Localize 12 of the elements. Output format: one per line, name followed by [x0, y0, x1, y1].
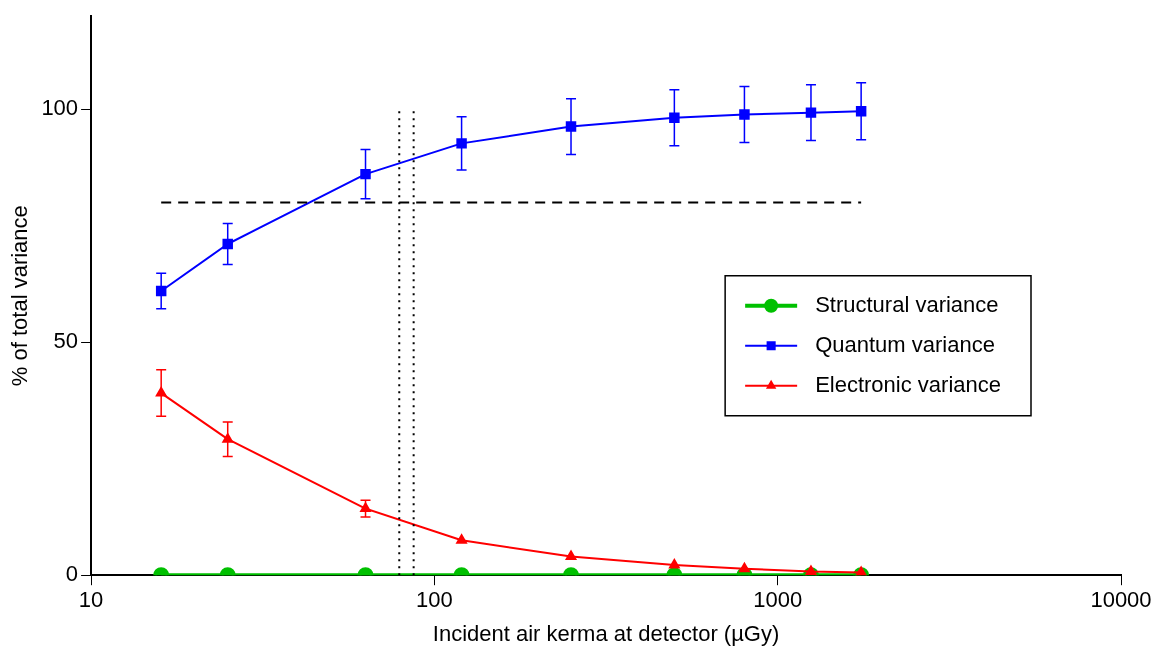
x-tick-label: 10	[78, 587, 104, 613]
x-axis-title: Incident air kerma at detector (µGy)	[432, 620, 780, 646]
y-tick-label: 50	[53, 328, 79, 354]
x-tick-label: 100	[416, 587, 453, 613]
legend-label: Quantum variance	[815, 331, 995, 357]
x-tick-label: 1000	[753, 587, 803, 613]
legend-label: Electronic variance	[815, 371, 1002, 397]
x-tick-label: 10000	[1090, 587, 1152, 613]
y-axis-title: % of total variance	[7, 205, 33, 387]
y-tick-label: 0	[65, 561, 79, 587]
legend-label: Structural variance	[815, 291, 999, 317]
y-tick-label: 100	[41, 95, 79, 121]
